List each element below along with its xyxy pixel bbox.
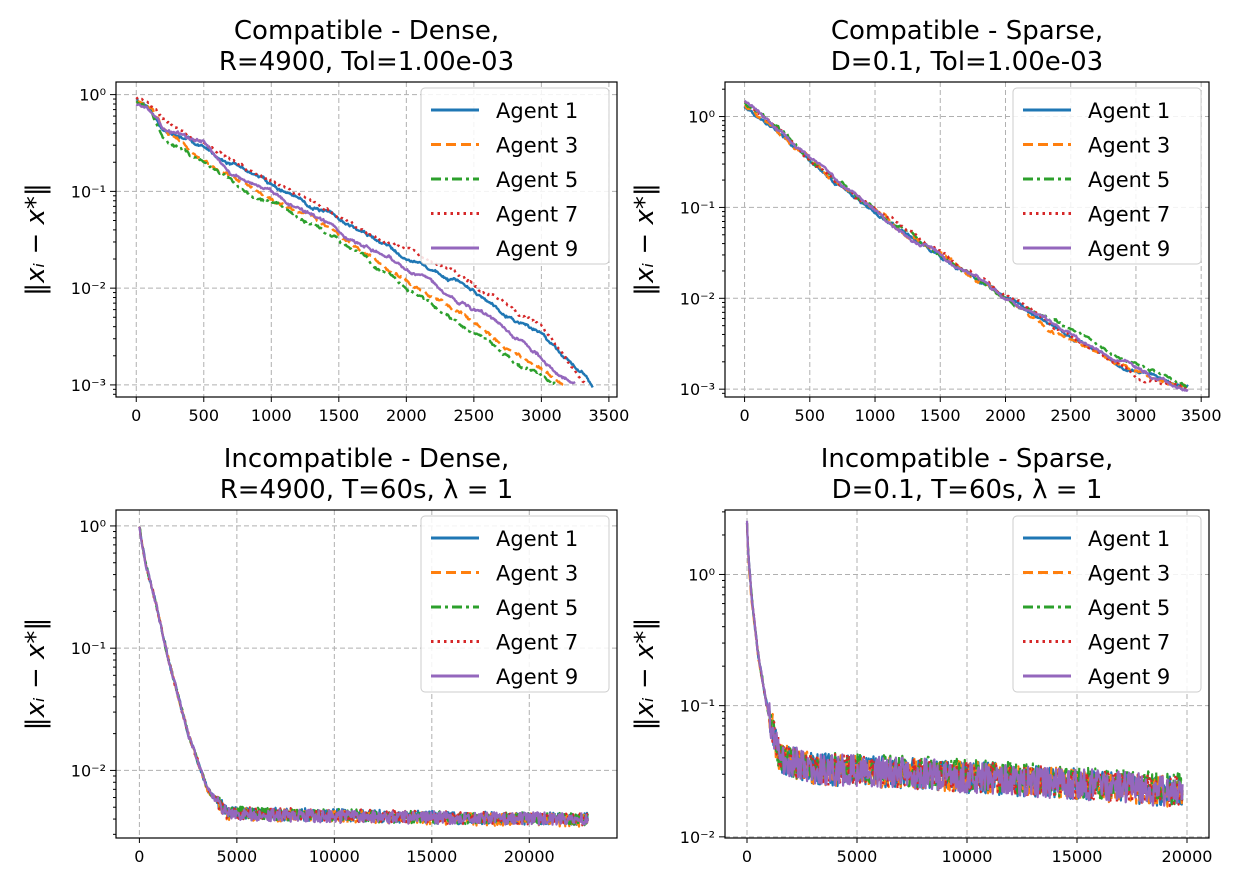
x-tick-label: 3000: [521, 406, 562, 425]
legend: Agent 1 Agent 3 Agent 5 Agent 7 Agent 9: [420, 87, 610, 265]
x-tick-label: 1000: [251, 406, 292, 425]
x-tick-label: 1500: [920, 406, 961, 425]
y-axis-label: ‖xᵢ − x*‖: [630, 618, 660, 731]
chart-title-line: Compatible - Dense,: [234, 16, 499, 46]
legend-entry: Agent 7: [1088, 631, 1170, 655]
series-line-agent-9: [135, 103, 576, 385]
chart-title-line: Compatible - Sparse,: [831, 16, 1103, 46]
x-tick-label: 0: [739, 406, 749, 425]
y-axis-label: ‖xᵢ − x*‖: [630, 183, 660, 296]
y-tick-label: 10⁻¹: [680, 198, 715, 217]
x-tick-label: 3500: [1181, 406, 1222, 425]
series-line-agent-3: [135, 100, 567, 387]
series-line-agent-7: [135, 96, 589, 385]
chart-title-line: Incompatible - Dense,: [224, 444, 509, 474]
y-tick-label: 10⁻³: [71, 376, 106, 395]
subplot-3: 0 5000 10000 15000 20000 10⁻² 10⁻¹ 10⁰ ‖xᵢ − x*‖…: [21, 444, 618, 866]
y-axis-label: ‖xᵢ − x*‖: [21, 183, 51, 296]
x-tick-label: 3500: [589, 406, 630, 425]
y-tick-label: 10⁻¹: [71, 182, 106, 201]
series-line-agent-9: [138, 526, 589, 826]
legend-entry: Agent 9: [496, 665, 578, 689]
y-tick-label: 10⁻²: [71, 761, 106, 780]
legend-entry: Agent 9: [1088, 665, 1170, 689]
series-line-agent-5: [135, 100, 556, 385]
legend-entry: Agent 9: [1088, 237, 1170, 261]
x-tick-label: 10000: [309, 847, 360, 866]
legend-entry: Agent 1: [1088, 99, 1170, 123]
legend-entry: Agent 5: [1088, 596, 1170, 620]
subplot-4: 0 5000 10000 15000 20000 10⁻² 10⁻¹ 10⁰ ‖xᵢ − x*‖…: [630, 444, 1212, 866]
chart-title-line: R=4900, Tol=1.00e-03: [219, 47, 514, 77]
x-tick-label: 500: [189, 406, 220, 425]
legend-entry: Agent 1: [496, 527, 578, 551]
x-tick-label: 1500: [318, 406, 359, 425]
y-tick-label: 10⁻³: [680, 380, 715, 399]
legend-entry: Agent 3: [496, 562, 578, 586]
legend-entry: Agent 7: [496, 203, 578, 227]
x-tick-label: 3000: [1116, 406, 1157, 425]
plot-frame: [115, 509, 618, 839]
series-line-agent-3: [744, 104, 1189, 389]
legend-entry: Agent 9: [496, 237, 578, 261]
plot-frame: [724, 81, 1210, 398]
x-tick-label: 2500: [1050, 406, 1091, 425]
chart-title-line: D=0.1, Tol=1.00e-03: [831, 47, 1103, 77]
subplot-2: 0 500 1000 1500 2000 2500 3000 3500 10⁻³ 10⁻² 10⁻¹…: [630, 16, 1222, 425]
legend-entry: Agent 5: [1088, 168, 1170, 192]
legend-entry: Agent 1: [1088, 527, 1170, 551]
legend: Agent 1 Agent 3 Agent 5 Agent 7 Agent 9: [1012, 87, 1202, 265]
series-line-agent-9: [744, 99, 1189, 392]
x-tick-label: 2500: [453, 406, 494, 425]
chart-title-line: R=4900, T=60s, λ = 1: [220, 475, 514, 505]
legend-entry: Agent 3: [1088, 562, 1170, 586]
x-tick-label: 2000: [985, 406, 1026, 425]
legend: Agent 1 Agent 3 Agent 5 Agent 7 Agent 9: [420, 515, 610, 693]
plot-frame: [115, 81, 618, 398]
y-tick-label: 10⁻¹: [71, 639, 106, 658]
y-tick-label: 10⁰: [688, 565, 715, 584]
y-tick-label: 10⁰: [79, 86, 106, 105]
x-tick-label: 0: [742, 847, 752, 866]
y-tick-label: 10⁻²: [680, 289, 715, 308]
y-axis-label: ‖xᵢ − x*‖: [21, 618, 51, 731]
x-tick-label: 5000: [837, 847, 878, 866]
y-tick-label: 10⁰: [688, 108, 715, 127]
series-line-agent-9: [745, 520, 1184, 807]
x-tick-label: 0: [131, 406, 141, 425]
x-tick-label: 500: [795, 406, 826, 425]
legend-entry: Agent 3: [1088, 134, 1170, 158]
y-tick-label: 10⁰: [79, 517, 106, 536]
x-tick-label: 1000: [855, 406, 896, 425]
legend-entry: Agent 3: [496, 134, 578, 158]
chart-title-line: D=0.1, T=60s, λ = 1: [832, 475, 1103, 505]
legend-entry: Agent 1: [496, 99, 578, 123]
chart-title-line: Incompatible - Sparse,: [821, 444, 1114, 474]
x-tick-label: 0: [134, 847, 144, 866]
x-tick-label: 10000: [942, 847, 993, 866]
x-tick-label: 15000: [406, 847, 457, 866]
legend-entry: Agent 5: [496, 168, 578, 192]
y-tick-label: 10⁻²: [680, 828, 715, 847]
x-tick-label: 2000: [386, 406, 427, 425]
legend-entry: Agent 7: [1088, 203, 1170, 227]
x-tick-label: 15000: [1052, 847, 1103, 866]
legend: Agent 1 Agent 3 Agent 5 Agent 7 Agent 9: [1012, 515, 1202, 693]
legend-entry: Agent 7: [496, 631, 578, 655]
subplot-1: 0 500 1000 1500 2000 2500 3000 3500 10⁻³ 10⁻² 10⁻¹…: [21, 16, 629, 425]
x-tick-label: 20000: [1162, 847, 1213, 866]
y-tick-label: 10⁻¹: [680, 697, 715, 716]
x-tick-label: 5000: [217, 847, 258, 866]
legend-entry: Agent 5: [496, 596, 578, 620]
y-tick-label: 10⁻²: [71, 279, 106, 298]
x-tick-label: 20000: [504, 847, 555, 866]
